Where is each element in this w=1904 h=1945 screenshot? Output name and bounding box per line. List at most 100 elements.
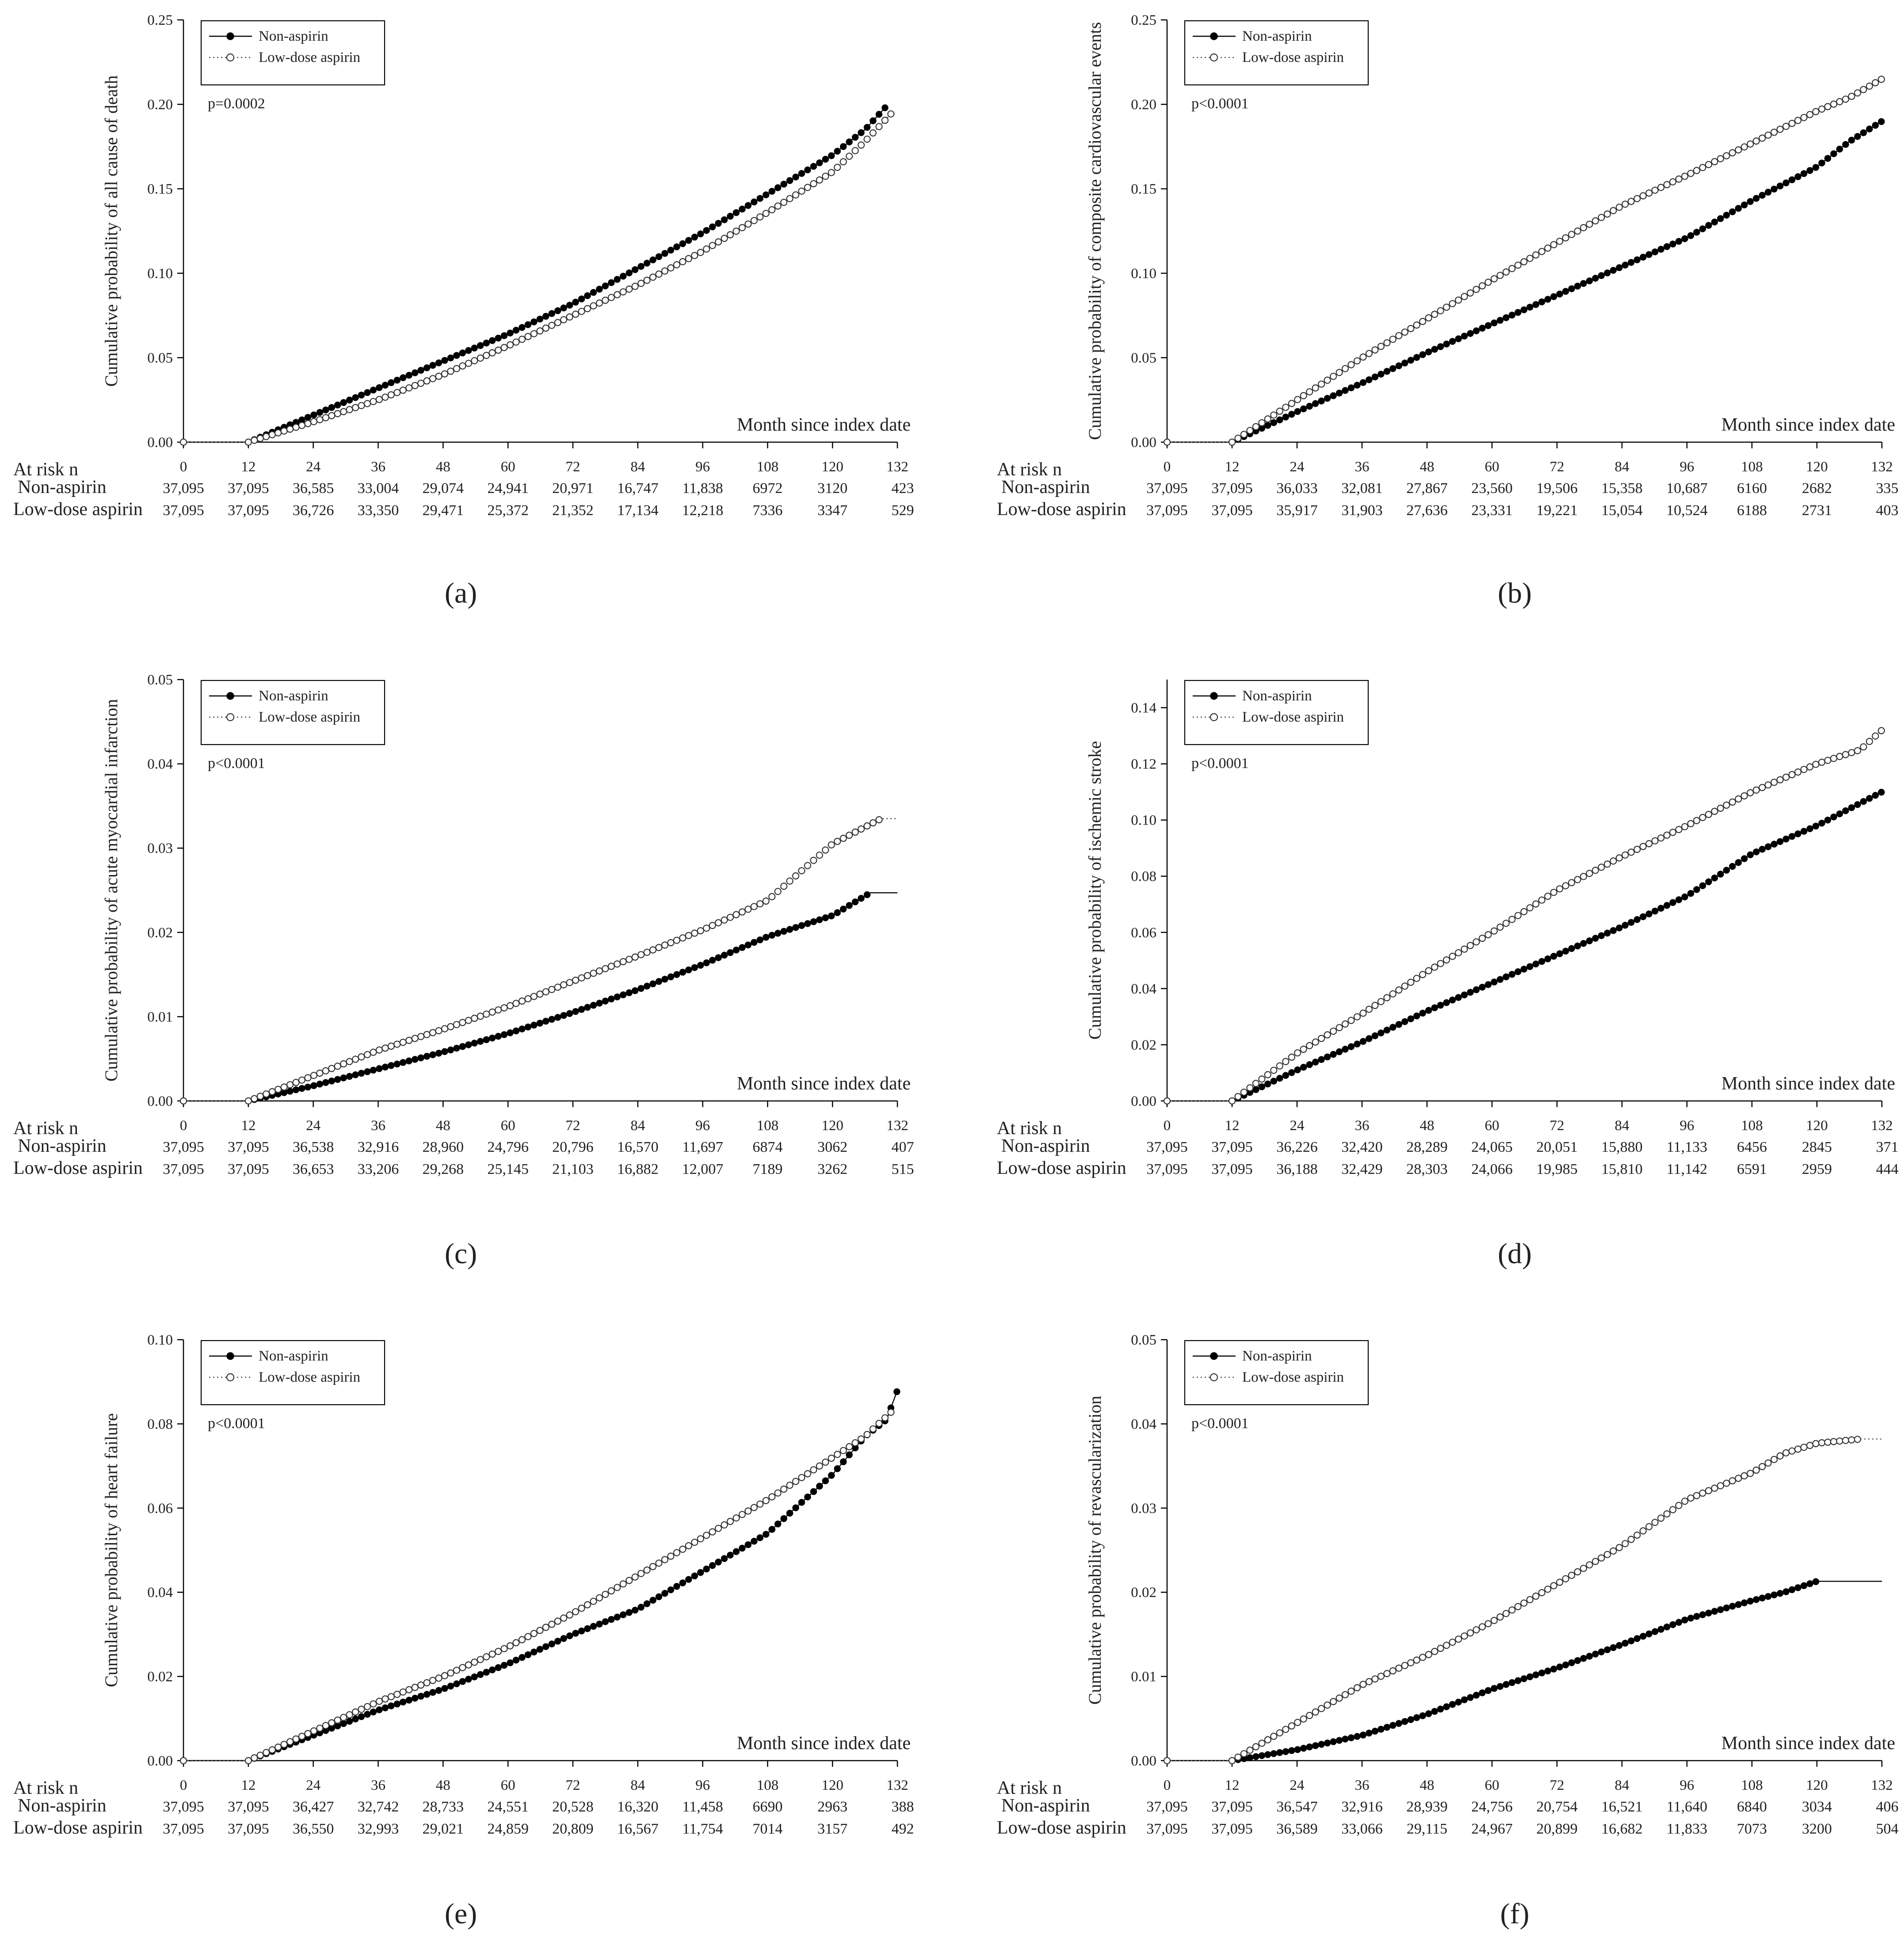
data-point — [1836, 98, 1843, 105]
data-point — [602, 1618, 609, 1625]
data-point — [1407, 356, 1415, 364]
data-point — [1330, 373, 1337, 380]
data-point — [839, 158, 847, 165]
at-risk-value: 36,188 — [1276, 1161, 1318, 1177]
data-point — [1502, 920, 1510, 927]
series-line — [1167, 791, 1882, 1102]
data-point — [363, 400, 371, 407]
at-risk-value: 36,726 — [293, 502, 334, 519]
data-point — [1788, 1586, 1796, 1593]
data-point — [1818, 105, 1826, 113]
data-point — [786, 1482, 794, 1489]
at-risk-value: 32,420 — [1341, 1139, 1383, 1155]
data-point — [661, 941, 669, 949]
data-point — [649, 1597, 656, 1604]
data-point — [721, 916, 728, 924]
x-tick-label: 120 — [1806, 1118, 1828, 1134]
at-risk-value: 37,095 — [1211, 1821, 1253, 1837]
at-risk-value: 25,372 — [487, 502, 529, 519]
data-point — [524, 1633, 532, 1640]
data-point — [1562, 1661, 1569, 1669]
data-point — [1764, 131, 1772, 139]
data-point — [1866, 737, 1873, 745]
data-point — [733, 209, 740, 216]
data-point — [1163, 1757, 1171, 1765]
data-point — [1246, 1746, 1254, 1754]
at-risk-value: 515 — [892, 1161, 914, 1177]
data-point — [1300, 405, 1307, 413]
data-point — [1591, 867, 1599, 874]
data-point — [1735, 795, 1742, 803]
data-point — [649, 980, 656, 987]
data-point — [1484, 322, 1492, 329]
data-point — [286, 1088, 294, 1095]
at-risk-value: 10,687 — [1666, 480, 1708, 497]
data-point — [1591, 217, 1599, 225]
data-point — [1616, 264, 1623, 271]
data-point — [1633, 1531, 1641, 1539]
data-point — [471, 357, 478, 364]
data-point — [822, 1477, 829, 1484]
at-risk-value: 3120 — [817, 480, 847, 497]
data-point — [1478, 282, 1486, 290]
data-point — [1484, 981, 1492, 988]
at-risk-label-non-aspirin: Non-aspirin — [18, 1796, 107, 1816]
data-point — [714, 919, 722, 927]
data-point — [834, 909, 841, 916]
data-point — [1860, 86, 1867, 93]
at-risk-heading: At risk n — [997, 459, 1062, 480]
data-point — [1478, 1623, 1486, 1631]
data-point — [310, 1727, 318, 1735]
y-tick-label: 0.04 — [147, 1585, 173, 1601]
data-point — [1598, 1648, 1605, 1655]
data-point — [370, 1708, 377, 1716]
data-point — [1455, 1698, 1462, 1706]
data-point — [1842, 751, 1849, 758]
data-point — [1532, 1671, 1539, 1678]
data-point — [1586, 870, 1593, 877]
data-point — [1866, 795, 1873, 802]
at-risk-value: 15,810 — [1601, 1161, 1643, 1177]
x-tick-label: 12 — [241, 1118, 256, 1134]
data-point — [411, 1684, 419, 1691]
data-point — [1788, 771, 1796, 779]
data-point — [637, 951, 645, 959]
data-point — [637, 279, 645, 287]
data-point — [1776, 1452, 1784, 1460]
data-point — [1568, 231, 1576, 238]
at-risk-value: 2682 — [1802, 480, 1832, 497]
data-point — [542, 988, 549, 996]
y-tick-label: 0.25 — [1131, 12, 1156, 28]
data-point — [1467, 989, 1474, 996]
x-axis-label: Month since index date — [737, 415, 911, 435]
data-point — [584, 972, 591, 979]
data-point — [1574, 942, 1581, 950]
data-point — [1627, 848, 1635, 856]
y-tick-label: 0.00 — [147, 435, 173, 451]
data-point — [1354, 1733, 1361, 1740]
data-point — [1467, 1694, 1474, 1701]
data-point — [376, 1706, 383, 1713]
data-point — [1848, 1436, 1855, 1444]
data-point — [1717, 871, 1724, 878]
data-point — [411, 1695, 419, 1702]
at-risk-value: 6591 — [1737, 1161, 1767, 1177]
series-low-dose-aspirin — [179, 1409, 895, 1765]
data-point — [1282, 1058, 1290, 1065]
x-tick-label: 24 — [306, 1777, 321, 1793]
at-risk-label-low-dose-aspirin: Low-dose aspirin — [997, 499, 1126, 520]
data-point — [1341, 1020, 1349, 1028]
data-point — [1711, 1608, 1718, 1615]
data-point — [1264, 1071, 1271, 1078]
data-point — [1366, 376, 1373, 383]
data-point — [1270, 411, 1278, 419]
data-point — [1568, 285, 1575, 292]
data-point — [875, 1420, 883, 1427]
data-point — [1788, 176, 1796, 183]
data-point — [1747, 1597, 1754, 1605]
data-point — [709, 1528, 716, 1536]
data-point — [834, 1451, 841, 1458]
data-point — [370, 1066, 377, 1074]
series-line — [183, 105, 887, 443]
data-point — [1759, 1463, 1766, 1471]
